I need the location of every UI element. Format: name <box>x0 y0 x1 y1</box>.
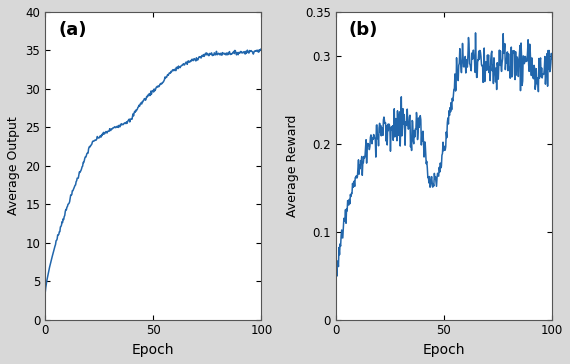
Y-axis label: Average Output: Average Output <box>7 116 20 215</box>
X-axis label: Epoch: Epoch <box>422 343 465 357</box>
Text: (a): (a) <box>58 21 87 39</box>
Text: (b): (b) <box>349 21 378 39</box>
X-axis label: Epoch: Epoch <box>132 343 174 357</box>
Y-axis label: Average Reward: Average Reward <box>287 115 299 217</box>
